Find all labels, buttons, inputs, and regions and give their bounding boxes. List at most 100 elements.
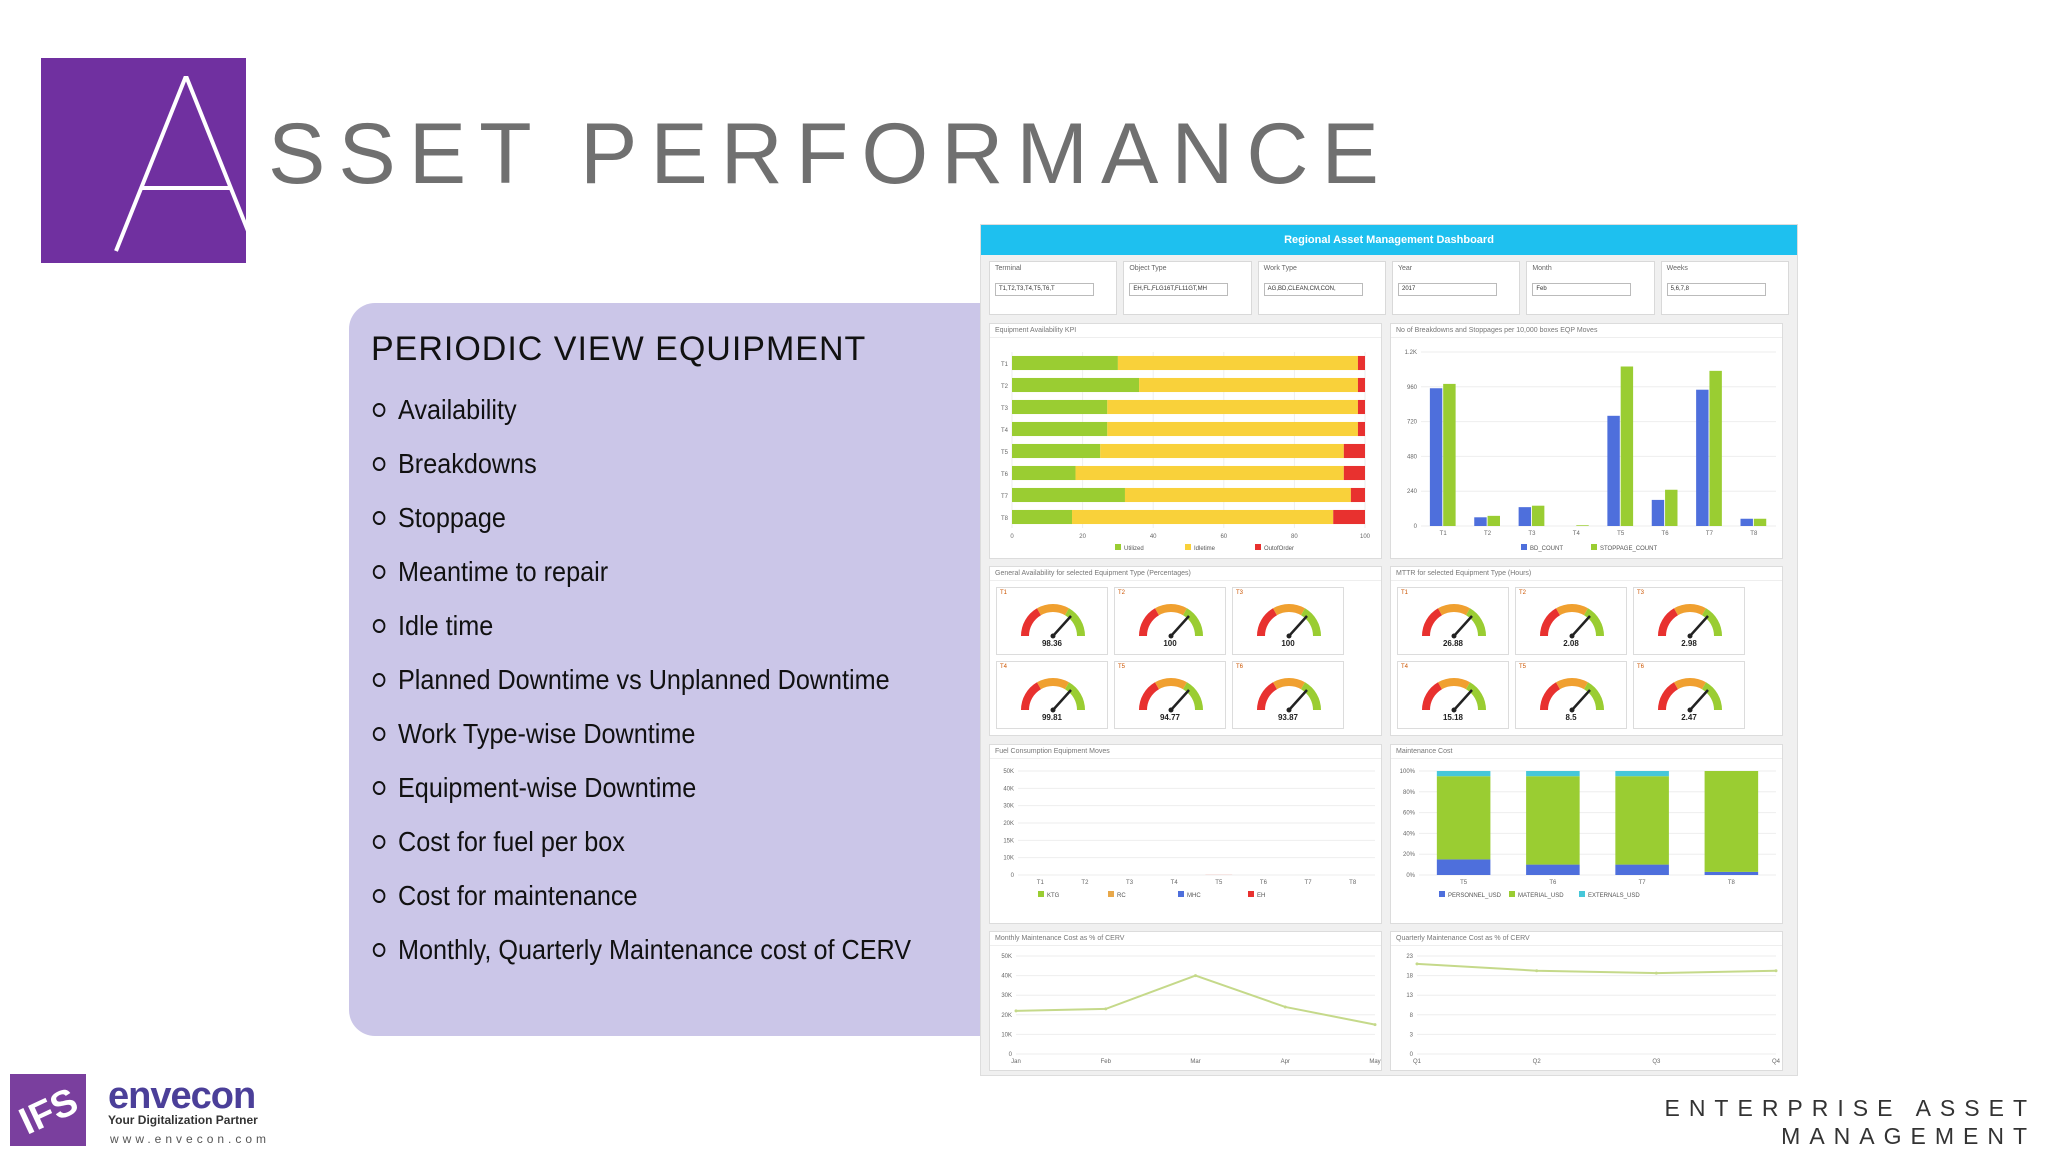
dashboard-title: Regional Asset Management Dashboard — [981, 225, 1797, 255]
gauge-label: T3 — [1236, 590, 1244, 596]
bar-segment — [1012, 509, 1073, 525]
x-tick-label: T3 — [1126, 880, 1134, 886]
x-tick-label: T8 — [1349, 880, 1357, 886]
gauge-card: T5 94.77 — [1114, 661, 1226, 729]
bullet-circle-icon — [372, 781, 386, 795]
y-tick-label: 10K — [1003, 856, 1014, 862]
company-website[interactable]: www.envecon.com — [110, 1132, 271, 1146]
y-tick-label: T4 — [1001, 428, 1009, 434]
gauge-label: T4 — [1000, 664, 1008, 670]
gauge-card: T1 98.36 — [996, 587, 1108, 655]
bullet-circle-icon — [372, 835, 386, 849]
gauge-value: 26.88 — [1442, 639, 1464, 648]
gauge-needle — [1288, 615, 1308, 637]
maintenance-chart: 0% 20% 40% 60% 80% 100% T5 T6 T7 T8 PERSONNEL_USD M… — [1400, 769, 1776, 899]
legend-label: RC — [1117, 893, 1126, 899]
gauge-arc — [1300, 682, 1321, 711]
filter-month: Month Feb — [1526, 261, 1655, 315]
gauge-needle — [1453, 689, 1473, 711]
list-item: Stoppage — [371, 491, 911, 545]
bar-segment — [1117, 355, 1358, 371]
gauge-label: T5 — [1118, 664, 1126, 670]
gauge-dial-icon — [1021, 604, 1085, 639]
gauge-arc — [1064, 608, 1085, 637]
list-item: Monthly, Quarterly Maintenance cost of C… — [371, 923, 911, 977]
year-select[interactable]: 2017 — [1397, 283, 1497, 296]
list-item: Cost for fuel per box — [371, 815, 911, 869]
gauge-arc — [1658, 682, 1679, 711]
gauge-arc — [1465, 682, 1486, 711]
bar-segment — [1072, 509, 1334, 525]
company-tagline: Your Digitalization Partner — [108, 1113, 258, 1127]
x-tick-label: T5 — [1215, 880, 1223, 886]
gauge-arc — [1021, 682, 1042, 711]
y-tick-label: 960 — [1407, 385, 1418, 391]
gauge-label: T6 — [1236, 664, 1244, 670]
y-tick-label: 0 — [1414, 524, 1418, 530]
series-line — [1416, 962, 1777, 975]
bar-segment — [1526, 864, 1580, 875]
y-tick-label: T7 — [1001, 494, 1009, 500]
legend-swatch — [1439, 891, 1445, 897]
feature-panel — [349, 303, 989, 1036]
x-tick-label: 100 — [1360, 534, 1371, 540]
object-type-select[interactable]: EH,FL,FLG16T,FL11GT,MH — [1129, 283, 1229, 296]
data-point — [1014, 1009, 1018, 1013]
bar — [1474, 517, 1487, 526]
bar-segment — [1526, 771, 1580, 777]
gauge-arc — [1658, 608, 1679, 637]
filter-weeks: Weeks 5,6,7,8 — [1660, 261, 1789, 315]
gauge-value: 2.08 — [1563, 639, 1579, 648]
bar-segment — [1107, 399, 1358, 415]
x-tick-label: T7 — [1706, 531, 1714, 537]
terminal-select[interactable]: T1,T2,T3,T4,T5,T6,T — [995, 283, 1094, 296]
gauge-dial-icon — [1139, 678, 1203, 713]
bar-segment — [1075, 465, 1344, 481]
fuel-chart: 0 10K 15K 20K 30K 40K 50K T1 T2 T3 T4 T5 T6 T7 T8 KTG RC… — [1003, 769, 1375, 899]
x-tick-label: Q1 — [1413, 1059, 1422, 1065]
y-tick-label: 720 — [1407, 420, 1418, 426]
gauge-needle — [1288, 689, 1308, 711]
gauge-card: T2 2.08 — [1515, 587, 1627, 655]
gauge-hub — [1687, 707, 1693, 713]
legend-swatch — [1255, 544, 1261, 550]
bar — [1443, 383, 1456, 526]
work-type-select[interactable]: AG,BD,CLEAN,CM,CON, — [1263, 283, 1363, 296]
gauge-arc — [1257, 682, 1278, 711]
x-tick-label: T1 — [1037, 880, 1045, 886]
bar-segment — [1343, 465, 1365, 481]
month-select[interactable]: Feb — [1532, 283, 1632, 296]
x-tick-label: Mar — [1190, 1059, 1200, 1065]
bar — [1753, 518, 1767, 526]
gauge-needle — [1170, 689, 1190, 711]
data-point — [1415, 962, 1419, 966]
x-tick-label: T2 — [1081, 880, 1089, 886]
gauge-dial-icon — [1139, 604, 1203, 639]
weeks-select[interactable]: 5,6,7,8 — [1666, 283, 1766, 296]
legend-swatch — [1178, 891, 1184, 897]
bar-segment — [1107, 421, 1358, 437]
legend-label: MHC — [1187, 893, 1201, 899]
quarterly-widget: Quarterly Maintenance Cost as % of CERV … — [1390, 931, 1783, 1071]
gauge-arc — [1037, 604, 1069, 616]
data-point — [1283, 1005, 1287, 1009]
legend-swatch — [1115, 544, 1121, 550]
fuel-widget: Fuel Consumption Equipment Moves 0 10K 15K… — [989, 744, 1382, 924]
x-tick-label: 40 — [1150, 534, 1157, 540]
x-tick-label: T1 — [1440, 531, 1448, 537]
list-item: Work Type-wise Downtime — [371, 707, 911, 761]
gauge-card: T3 100 — [1232, 587, 1344, 655]
bullet-circle-icon — [372, 673, 386, 687]
gauge-needle — [1052, 689, 1072, 711]
y-tick-label: 40K — [1001, 974, 1012, 980]
gauge-card: T6 93.87 — [1232, 661, 1344, 729]
legend-label: STOPPAGE_COUNT — [1600, 546, 1657, 552]
gauge-value: 94.77 — [1159, 713, 1181, 722]
gauge-arc — [1155, 678, 1187, 690]
bar-segment — [1357, 377, 1365, 393]
y-tick-label: T5 — [1001, 450, 1009, 456]
bullet-circle-icon — [372, 565, 386, 579]
gauge-hub — [1451, 633, 1457, 639]
gauge-arc — [1438, 604, 1470, 616]
